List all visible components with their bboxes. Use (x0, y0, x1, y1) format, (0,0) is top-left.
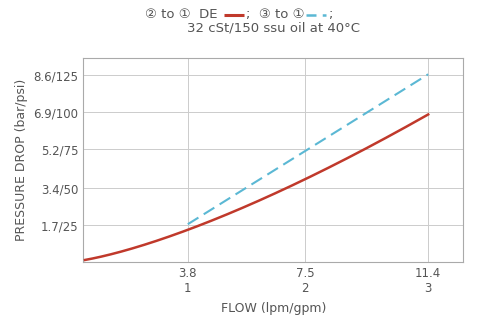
Text: ② to ①  DE: ② to ① DE (145, 8, 222, 21)
Text: ;: ; (328, 8, 333, 21)
Text: ;  ③ to ①: ; ③ to ① (246, 8, 304, 21)
X-axis label: FLOW (lpm/gpm): FLOW (lpm/gpm) (220, 302, 326, 315)
Text: 32 cSt/150 ssu oil at 40°C: 32 cSt/150 ssu oil at 40°C (187, 22, 360, 35)
Y-axis label: PRESSURE DROP (bar/psi): PRESSURE DROP (bar/psi) (15, 79, 28, 241)
